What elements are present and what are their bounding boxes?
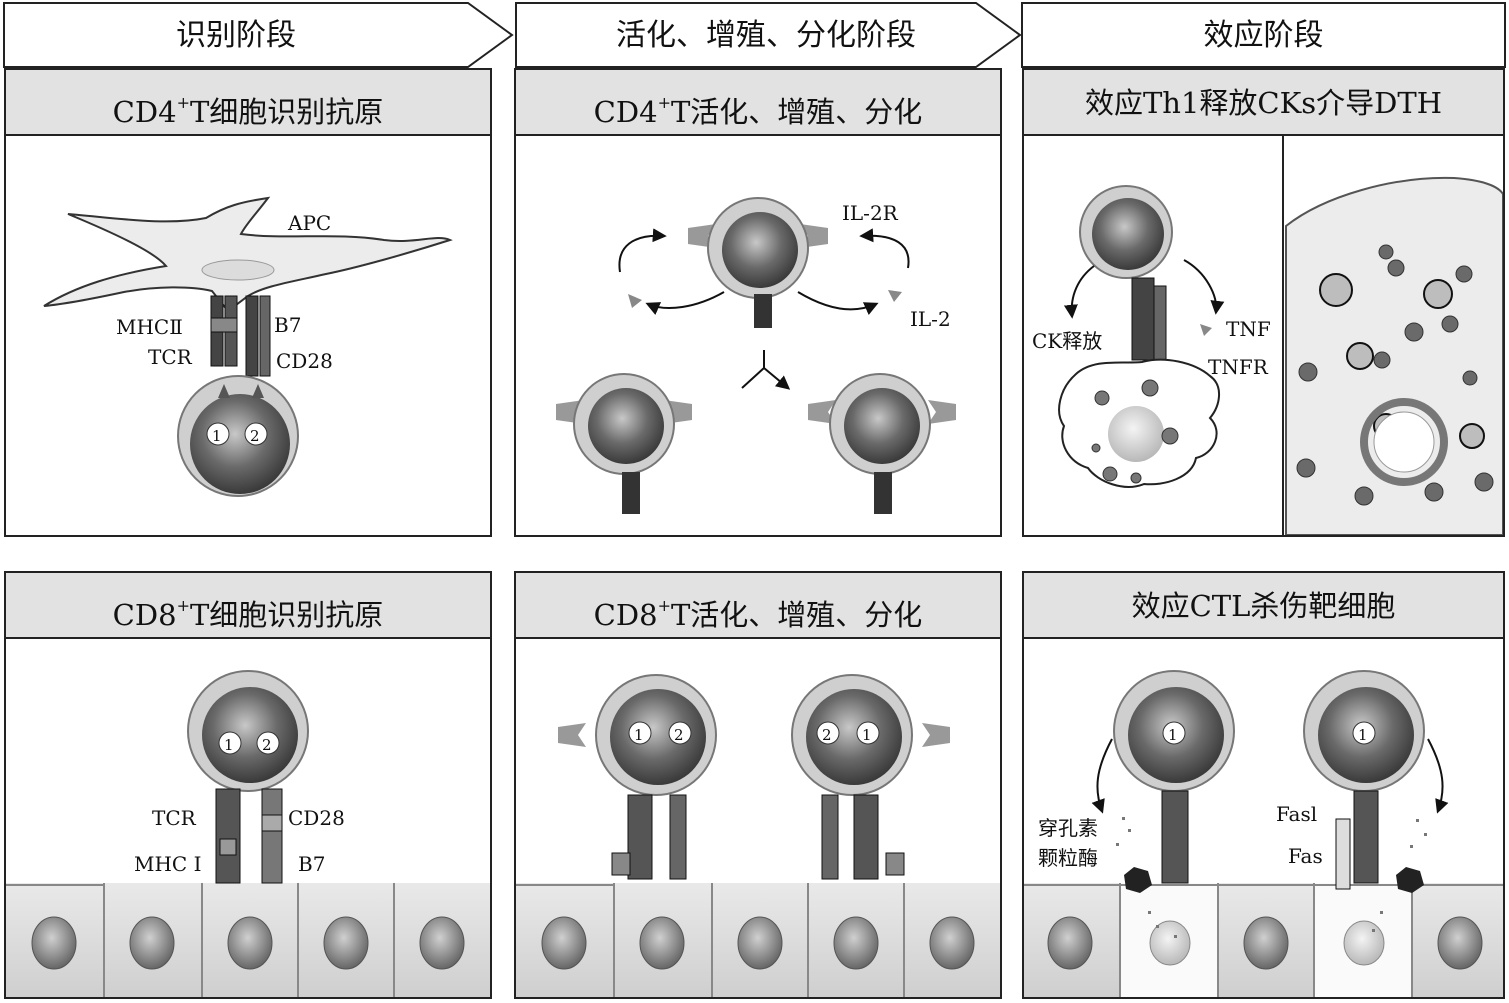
signal-2-right: 2 <box>822 726 832 744</box>
ctl-right: 1 <box>1303 670 1425 890</box>
label-cd28: CD28 <box>288 806 345 830</box>
autocrine-arrow-right-up <box>859 228 910 269</box>
label-il2r: IL-2R <box>842 201 899 225</box>
label-granzyme: 颗粒酶 <box>1038 846 1098 870</box>
receptor-cd28-b7 <box>261 788 283 884</box>
ck-release-arrow <box>1063 265 1095 319</box>
ctl-left: 1 <box>1113 670 1235 884</box>
receptor-b7-cd28 <box>245 295 271 377</box>
label-tnfr: TNFR <box>1208 355 1269 379</box>
signal-1: 1 <box>212 427 222 445</box>
illustration-ctl-killing: 1 1 穿孔素 颗粒酶 Fasl Fas <box>1024 670 1503 997</box>
granule-blob-right <box>1396 867 1424 893</box>
label-il2: IL-2 <box>910 307 951 331</box>
signal-2-left: 2 <box>674 726 684 744</box>
macrophage-nucleus <box>1108 406 1164 462</box>
cd8-t-cell-left: 1 2 <box>558 674 717 880</box>
granuloma <box>1360 398 1448 486</box>
panel-title-ctl-killing: 效应CTL杀伤靶细胞 <box>1022 571 1505 639</box>
daughter-t-cell-right <box>808 373 956 514</box>
epithelial-layer <box>1024 883 1503 997</box>
panel-title-cd8-recognition: CD8+T细胞识别抗原 <box>4 571 492 639</box>
label-cd28: CD28 <box>276 349 333 373</box>
label-tnf: TNF <box>1226 317 1271 341</box>
fasl-arrow <box>1427 738 1449 814</box>
illustration-cd8-activation: 1 2 2 1 <box>516 674 1000 997</box>
label-fas: Fas <box>1288 844 1323 868</box>
label-apc: APC <box>287 211 331 235</box>
label-b7: B7 <box>274 313 301 337</box>
label-b7: B7 <box>298 852 325 876</box>
illustration-cd4-recognition: APC MHCⅡ TCR B7 CD28 1 2 <box>43 196 453 497</box>
perforin-release-arrow <box>1091 738 1113 814</box>
secreted-granules <box>1116 817 1427 938</box>
infiltrating-cells <box>1296 244 1494 506</box>
macrophage-granules <box>1091 379 1179 484</box>
epithelial-layer <box>516 883 1000 997</box>
tnf-arrow <box>1183 259 1225 315</box>
autocrine-arrow-left-up <box>618 228 667 273</box>
stage-box-effector <box>1021 2 1506 68</box>
illustration-th1-dth: CK释放 TNF TNFR <box>1032 136 1503 535</box>
panel-title-cd4-activation: CD4+T活化、增殖、分化 <box>514 68 1002 136</box>
fas-ligand <box>1335 818 1351 890</box>
cd8-t-cell: 1 2 <box>187 670 309 792</box>
panel-title-cd4-recognition: CD4+T细胞识别抗原 <box>4 68 492 136</box>
th1-cell <box>1079 185 1173 363</box>
signal-2: 2 <box>250 427 260 445</box>
cd4-t-cell: 1 2 <box>177 375 299 497</box>
autocrine-arrow-left-down <box>645 291 725 315</box>
tissue-region <box>1285 176 1503 535</box>
signal-1-left: 1 <box>1168 726 1178 744</box>
label-ck-release: CK释放 <box>1032 329 1102 353</box>
target-nucleus-1 <box>1149 920 1191 966</box>
proliferation-arrows <box>741 350 788 388</box>
stage-banner <box>3 2 1506 68</box>
label-mhc2: MHCⅡ <box>116 315 183 339</box>
daughter-t-cell-left <box>556 373 692 514</box>
autocrine-arrow-right-down <box>797 291 879 316</box>
il2-secretion-right <box>888 290 902 302</box>
il2-secretion-left <box>628 294 642 308</box>
illustration-cd4-activation: IL-2R IL-2 <box>556 197 956 514</box>
receptor-tcr-mhc1 <box>215 788 241 884</box>
stage-label-effector: 效应阶段 <box>1203 18 1324 53</box>
label-perforin: 穿孔素 <box>1038 816 1098 840</box>
signal-1-right: 1 <box>862 726 872 744</box>
stage-arrow-activation <box>515 2 1022 68</box>
cd8-t-cell-right: 2 1 <box>791 674 950 880</box>
label-fasl: Fasl <box>1276 802 1317 826</box>
illustration-cd8-recognition: 1 2 TCR CD28 MHC Ⅰ B7 <box>6 670 490 997</box>
activated-t-cell-top <box>688 197 828 328</box>
signal-1-right: 1 <box>1358 726 1368 744</box>
granuloma-core <box>1373 411 1435 473</box>
panel-title-cd8-activation: CD8+T活化、增殖、分化 <box>514 571 1002 639</box>
label-tcr: TCR <box>148 345 193 369</box>
target-nucleus-2 <box>1343 920 1385 966</box>
stage-label-recognition: 识别阶段 <box>176 18 296 53</box>
signal-2: 2 <box>262 736 272 754</box>
signal-1: 1 <box>224 736 234 754</box>
granule-blob-left <box>1124 867 1152 893</box>
stage-label-activation: 活化、增殖、分化阶段 <box>616 18 916 53</box>
epithelial-layer <box>6 883 490 997</box>
tnf-molecule <box>1200 324 1212 336</box>
signal-1-left: 1 <box>634 726 644 744</box>
label-tcr: TCR <box>152 806 197 830</box>
stage-arrow-recognition <box>3 2 514 68</box>
receptor-mhc2-tcr <box>210 295 238 367</box>
panel-title-th1-dth: 效应Th1释放CKs介导DTH <box>1022 68 1505 136</box>
apc-synapse <box>201 259 275 281</box>
label-mhc1: MHC Ⅰ <box>134 852 201 876</box>
apc-cell <box>43 196 453 313</box>
